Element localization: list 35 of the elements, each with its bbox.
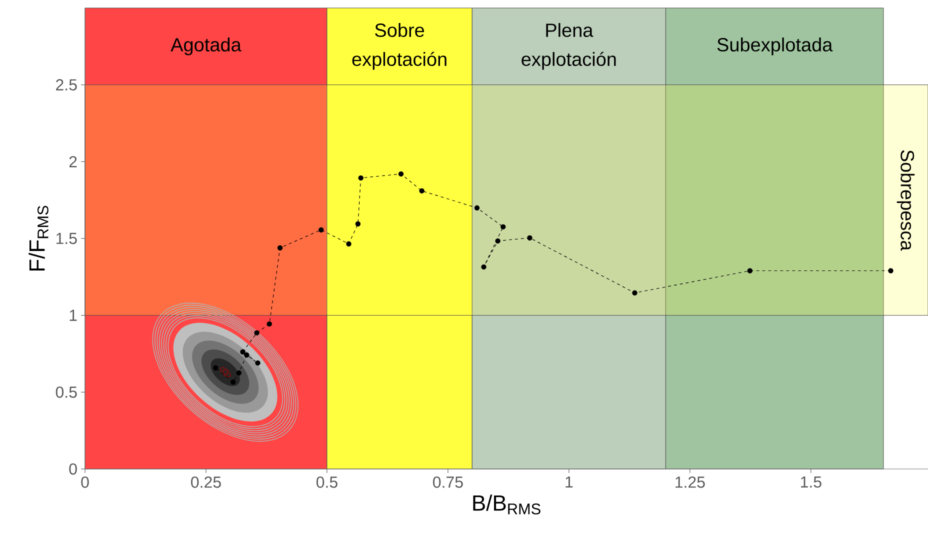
- point: [398, 171, 404, 177]
- x-axis-title: B/B$_{RMS}$: [473, 494, 540, 514]
- x-tick-label: 1.5: [800, 476, 822, 488]
- band-label: Subexplotada: [717, 38, 833, 56]
- y-axis-title: F/F$_{RMS}$: [28, 206, 48, 271]
- band-label: Agotada: [170, 38, 242, 56]
- band-label: Plena explotación: [522, 23, 616, 70]
- band-label: Sobre explotación: [352, 23, 446, 70]
- point: [318, 227, 324, 232]
- y-tick-label: 2.5: [56, 79, 77, 90]
- x-tick-label: 1.25: [676, 476, 705, 488]
- point: [500, 224, 506, 230]
- x-tick-label: 1: [566, 476, 573, 488]
- point: [527, 235, 532, 240]
- y-tick-label: 0: [69, 463, 77, 475]
- point: [481, 264, 486, 270]
- x-tick-label: 0.25: [191, 476, 221, 488]
- point: [474, 205, 480, 211]
- point: [495, 238, 500, 244]
- x-tick-label: 0.5: [316, 476, 338, 488]
- y-tick-label: 1.5: [56, 232, 77, 244]
- point: [419, 188, 424, 194]
- point: [277, 245, 283, 250]
- point: [355, 221, 361, 226]
- point: [346, 241, 352, 246]
- y-tick-label: 0.5: [56, 386, 77, 398]
- y-tick-label: 1: [70, 310, 77, 321]
- point: [888, 268, 894, 274]
- x-tick-label: 0: [81, 476, 89, 488]
- x-tick-label: 0.75: [433, 476, 463, 488]
- y-tick-label: 2: [69, 156, 77, 168]
- point: [747, 268, 753, 274]
- point: [632, 290, 638, 296]
- point: [358, 175, 364, 181]
- band-label: Sobrepesca: [896, 150, 915, 251]
